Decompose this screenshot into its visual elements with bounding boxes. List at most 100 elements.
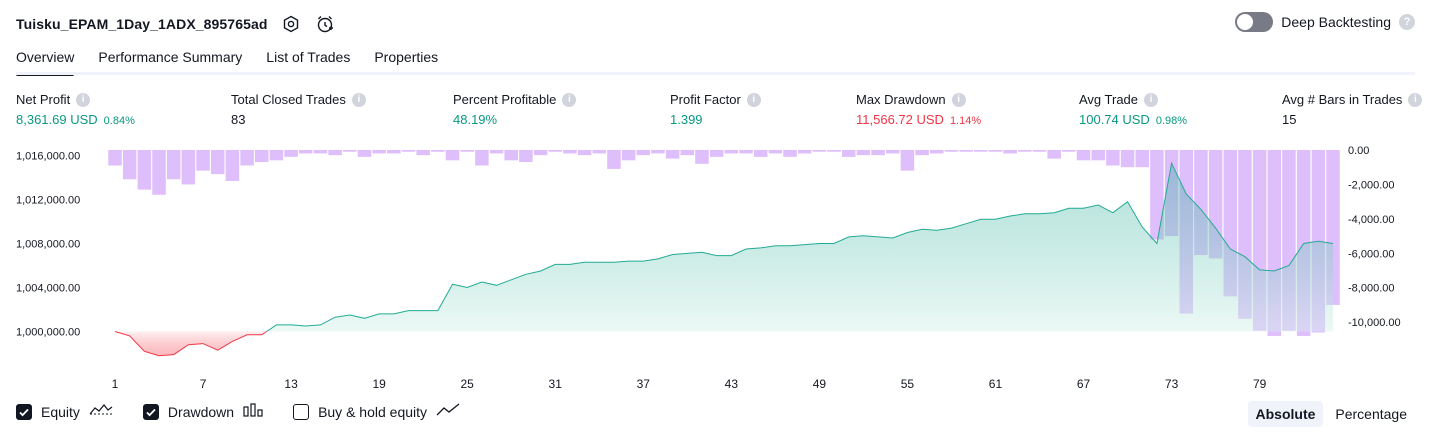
drawdown-bar bbox=[519, 150, 533, 163]
x-axis-tick: 43 bbox=[725, 377, 739, 391]
legend-buy-hold[interactable]: Buy & hold equity bbox=[293, 403, 460, 420]
drawdown-bar bbox=[196, 150, 210, 171]
drawdown-checkbox[interactable] bbox=[142, 403, 159, 420]
drawdown-bar bbox=[944, 150, 959, 152]
drawdown-bar bbox=[181, 150, 196, 185]
drawdown-bar bbox=[988, 150, 1003, 152]
drawdown-bar bbox=[827, 150, 841, 152]
drawdown-bar bbox=[225, 150, 240, 181]
drawdown-bar bbox=[284, 150, 298, 157]
drawdown-bar bbox=[299, 150, 313, 154]
drawdown-bar bbox=[548, 150, 562, 152]
toggle-knob bbox=[1237, 14, 1254, 30]
metric-label-text: Total Closed Trades bbox=[231, 92, 346, 107]
metric-label: Max Drawdown i bbox=[856, 92, 981, 107]
alert-icon[interactable] bbox=[314, 13, 336, 35]
equity-loss-area bbox=[115, 331, 267, 356]
info-icon[interactable]: i bbox=[351, 92, 366, 107]
drawdown-bar bbox=[1120, 150, 1135, 168]
drawdown-bar bbox=[504, 150, 518, 161]
x-axis-tick: 55 bbox=[901, 377, 915, 391]
left-axis-tick: 1,000,000.00 bbox=[16, 327, 80, 339]
metric-sub-value: 0.98% bbox=[1155, 115, 1188, 127]
drawdown-bar bbox=[739, 150, 753, 154]
metric-value-text: 83 bbox=[231, 112, 246, 127]
metric-value-text: 15 bbox=[1282, 112, 1297, 127]
left-axis-tick: 1,004,000.00 bbox=[16, 283, 80, 295]
drawdown-bar bbox=[592, 150, 607, 154]
absolute-button[interactable]: Absolute bbox=[1247, 401, 1324, 427]
x-axis-tick: 37 bbox=[637, 377, 651, 391]
metric-label: Profit Factor i bbox=[670, 92, 761, 107]
x-axis-tick: 79 bbox=[1253, 377, 1267, 391]
drawdown-bar bbox=[841, 150, 856, 157]
metric-avg-trade: Avg Trade i 100.74 USD 0.98% bbox=[1079, 92, 1187, 127]
x-axis-tick: 7 bbox=[200, 377, 207, 391]
drawdown-bar bbox=[343, 150, 357, 152]
info-icon[interactable]: i bbox=[76, 92, 91, 107]
x-axis-tick: 19 bbox=[372, 377, 386, 391]
drawdown-bar bbox=[577, 150, 592, 156]
tab-overview[interactable]: Overview bbox=[16, 44, 75, 76]
right-axis-tick: 0.00 bbox=[1348, 145, 1369, 157]
chart-legend: Equity Drawdown Buy & hold equity bbox=[16, 403, 460, 420]
right-axis-tick: -10,000.00 bbox=[1348, 317, 1401, 329]
tab-performance-summary[interactable]: Performance Summary bbox=[98, 49, 243, 65]
info-icon[interactable]: i bbox=[1144, 92, 1159, 107]
drawdown-bar bbox=[1106, 150, 1120, 166]
drawdown-bar bbox=[431, 150, 445, 152]
deep-backtesting-toggle[interactable] bbox=[1235, 12, 1274, 32]
drawdown-bar bbox=[372, 150, 386, 154]
equity-drawdown-chart: 1,000,000.00 1,004,000.00 1,008,000.00 1,01… bbox=[16, 145, 1401, 391]
equity-series-icon bbox=[89, 403, 113, 420]
info-icon[interactable]: i bbox=[746, 92, 761, 107]
drawdown-bar bbox=[812, 150, 827, 152]
percentage-button[interactable]: Percentage bbox=[1335, 406, 1407, 422]
drawdown-bar bbox=[122, 150, 137, 180]
drawdown-bar bbox=[974, 150, 988, 152]
drawdown-bar bbox=[1135, 150, 1149, 168]
x-axis-tick: 73 bbox=[1165, 377, 1179, 391]
drawdown-bar bbox=[1091, 150, 1105, 161]
right-axis-tick: -6,000.00 bbox=[1348, 248, 1394, 260]
info-icon[interactable]: i bbox=[1408, 92, 1423, 107]
metric-avg-bars-in-trades: Avg # Bars in Trades i 15 bbox=[1282, 92, 1423, 127]
info-icon[interactable]: i bbox=[562, 92, 577, 107]
strategy-name: Tuisku_EPAM_1Day_1ADX_895765ad bbox=[16, 16, 268, 32]
drawdown-bar bbox=[1047, 150, 1061, 159]
equity-label: Equity bbox=[41, 403, 80, 420]
info-icon[interactable]: i bbox=[951, 92, 966, 107]
drawdown-bar bbox=[680, 150, 695, 156]
legend-drawdown[interactable]: Drawdown bbox=[142, 403, 263, 420]
buy-hold-checkbox[interactable] bbox=[293, 403, 310, 420]
metric-label-text: Avg # Bars in Trades bbox=[1282, 92, 1403, 107]
metric-label: Total Closed Trades i bbox=[231, 92, 366, 107]
metric-total-closed-trades: Total Closed Trades i 83 bbox=[231, 92, 366, 127]
drawdown-bar bbox=[533, 150, 548, 156]
left-axis-tick: 1,008,000.00 bbox=[16, 239, 80, 251]
right-axis-tick: -2,000.00 bbox=[1348, 179, 1394, 191]
deep-backtesting-label: Deep Backtesting bbox=[1281, 14, 1391, 30]
metric-label: Net Profit i bbox=[16, 92, 135, 107]
drawdown-bar bbox=[651, 150, 665, 154]
metric-value-text: 1.399 bbox=[670, 112, 703, 127]
tab-list-of-trades[interactable]: List of Trades bbox=[266, 49, 351, 65]
buy-hold-series-icon bbox=[436, 403, 460, 420]
drawdown-bar bbox=[797, 150, 812, 154]
x-axis-tick: 25 bbox=[461, 377, 475, 391]
buy-hold-label: Buy & hold equity bbox=[318, 403, 428, 420]
metric-value-text: 100.74 USD bbox=[1079, 112, 1150, 127]
equity-checkbox[interactable] bbox=[16, 403, 32, 420]
drawdown-series-icon bbox=[243, 403, 263, 420]
tab-divider bbox=[16, 72, 1415, 75]
help-icon[interactable]: ? bbox=[1399, 14, 1415, 30]
settings-icon[interactable] bbox=[280, 13, 302, 35]
metric-value: 8,361.69 USD 0.84% bbox=[16, 112, 135, 127]
metric-value: 15 bbox=[1282, 112, 1422, 127]
drawdown-bar bbox=[460, 150, 474, 152]
tab-properties[interactable]: Properties bbox=[374, 49, 439, 65]
drawdown-bar bbox=[665, 150, 680, 159]
legend-equity[interactable]: Equity bbox=[16, 403, 113, 420]
metric-value: 1.399 bbox=[670, 112, 761, 127]
drawdown-bar bbox=[959, 150, 973, 152]
